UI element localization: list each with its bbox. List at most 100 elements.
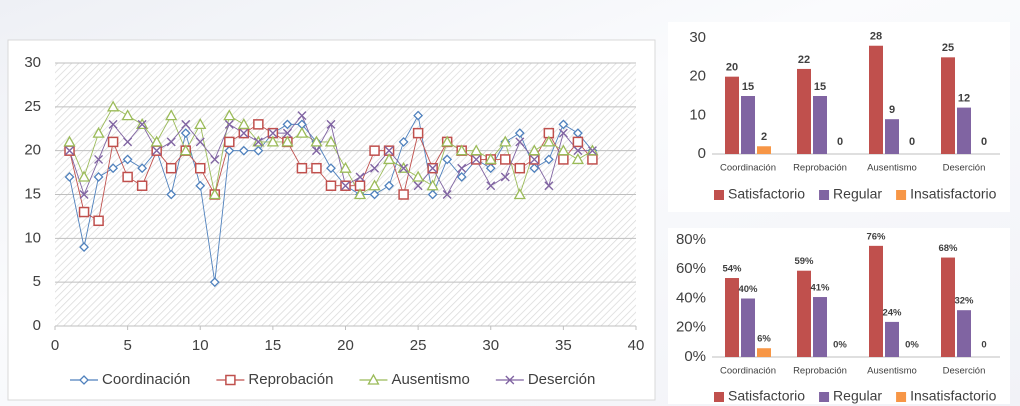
point — [500, 172, 510, 182]
point — [311, 146, 321, 156]
data-label: 68% — [938, 243, 958, 254]
bar — [869, 245, 883, 357]
point — [529, 163, 540, 174]
point — [63, 135, 76, 147]
point — [398, 189, 409, 200]
data-label: 2 — [761, 131, 767, 143]
legend-swatch — [819, 392, 830, 402]
x-tick-label: Reprobación — [793, 366, 847, 377]
y-tick-label: 60% — [676, 260, 706, 277]
point — [223, 109, 236, 121]
y-tick-label: 25 — [24, 98, 41, 115]
point — [339, 161, 352, 173]
point — [544, 181, 554, 191]
point — [384, 180, 394, 191]
point — [93, 172, 104, 182]
bar — [797, 68, 811, 154]
point — [224, 119, 234, 129]
legend-swatch — [714, 392, 724, 402]
point — [166, 189, 177, 200]
point — [326, 163, 336, 174]
point — [238, 145, 249, 156]
point — [529, 154, 539, 164]
point — [253, 145, 264, 156]
point — [181, 119, 191, 129]
point — [137, 163, 148, 174]
legend-swatch — [896, 190, 907, 200]
point — [165, 162, 177, 174]
x-tick-label: Reprobación — [793, 163, 847, 174]
point — [441, 135, 454, 147]
data-label: 54% — [722, 264, 742, 275]
point — [572, 136, 584, 148]
point — [137, 119, 147, 129]
point — [295, 126, 309, 138]
point — [194, 118, 207, 130]
bar — [757, 348, 771, 357]
data-label: 32% — [954, 296, 974, 307]
point — [195, 137, 205, 147]
point — [165, 109, 178, 121]
point — [427, 189, 438, 200]
point — [486, 181, 496, 191]
point — [65, 146, 75, 156]
data-label: 40% — [738, 284, 758, 295]
x-tick-label: 25 — [410, 337, 427, 354]
point — [471, 154, 481, 164]
bar — [741, 96, 755, 154]
bar — [725, 278, 739, 357]
legend-marker — [79, 375, 89, 385]
point — [513, 188, 526, 200]
point — [180, 128, 191, 139]
data-label: 0% — [905, 340, 919, 351]
point — [121, 109, 134, 121]
data-label: 76% — [866, 231, 886, 242]
point — [253, 119, 264, 130]
point — [179, 144, 192, 156]
point — [79, 190, 89, 199]
x-tick-label: 15 — [265, 337, 282, 354]
point — [485, 163, 496, 174]
x-tick-label: 5 — [123, 337, 131, 354]
point — [77, 170, 91, 182]
point — [108, 163, 119, 174]
point — [94, 154, 104, 164]
data-label: 0 — [837, 136, 843, 148]
point — [311, 162, 322, 174]
point — [152, 146, 162, 156]
bar — [885, 321, 899, 357]
point — [268, 128, 278, 138]
data-label: 20 — [726, 62, 738, 74]
data-label: 0 — [981, 340, 986, 351]
point — [253, 137, 263, 147]
bar — [957, 107, 971, 154]
point — [412, 127, 424, 139]
y-tick-label: 30 — [24, 54, 41, 71]
point — [399, 163, 409, 173]
legend-label: Coordinación — [102, 371, 190, 388]
point — [266, 135, 279, 147]
data-label: 59% — [794, 256, 814, 267]
point — [442, 154, 453, 165]
bar — [813, 96, 827, 154]
point — [123, 137, 133, 147]
point — [500, 154, 511, 165]
point — [282, 128, 292, 138]
point — [108, 119, 118, 129]
point — [239, 128, 249, 138]
y-tick-label: 80% — [676, 231, 706, 248]
point — [370, 163, 380, 173]
point — [543, 154, 554, 165]
y-tick-label: 20% — [676, 319, 706, 336]
point — [355, 172, 365, 182]
point — [195, 162, 206, 174]
y-tick-label: 20 — [24, 142, 41, 159]
bar — [741, 298, 755, 357]
y-tick-label: 0% — [684, 348, 706, 365]
y-tick-label: 30 — [689, 29, 706, 46]
point — [210, 154, 220, 164]
point — [326, 119, 336, 129]
point — [514, 162, 526, 174]
point — [442, 190, 452, 199]
